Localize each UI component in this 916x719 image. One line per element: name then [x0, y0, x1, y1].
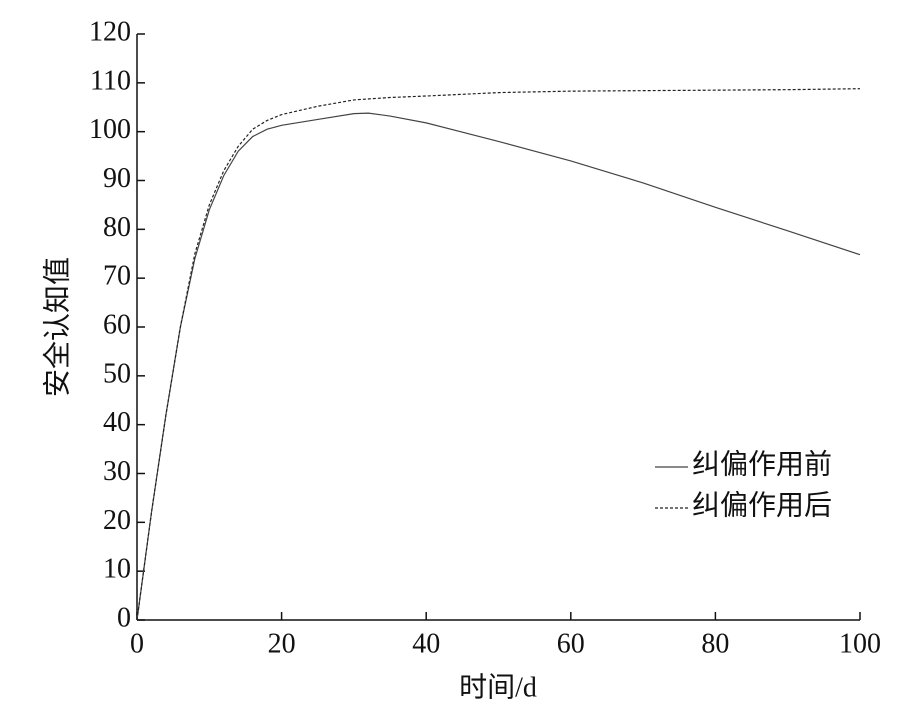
- y-tick-label: 40: [103, 407, 131, 438]
- x-axis-label: 时间/d: [459, 671, 537, 703]
- y-tick-label: 80: [103, 212, 131, 243]
- x-tick-label: 80: [701, 628, 729, 659]
- y-tick-label: 60: [103, 309, 131, 340]
- x-tick-label: 100: [839, 628, 881, 659]
- y-tick-label: 50: [103, 358, 131, 389]
- x-tick-label: 60: [557, 628, 585, 659]
- data-line: [136, 112, 861, 621]
- y-tick-label: 10: [103, 554, 131, 585]
- y-tick-label: 20: [103, 505, 131, 536]
- legend-label: 纠偏作用后: [692, 489, 832, 521]
- y-tick-label: 70: [103, 261, 131, 292]
- y-tick-label: 30: [103, 456, 131, 487]
- y-axis-label: 安全认知值: [41, 257, 73, 397]
- y-tick-label: 110: [90, 65, 131, 96]
- y-tick-label: 100: [89, 114, 131, 145]
- y-tick-label: 120: [89, 16, 131, 47]
- y-tick-label: 0: [117, 602, 131, 633]
- data-line: [136, 88, 861, 621]
- x-tick-label: 20: [268, 628, 296, 659]
- x-tick-label: 40: [412, 628, 440, 659]
- x-tick-label: 0: [130, 628, 144, 659]
- legend-label: 纠偏作用前: [692, 448, 832, 480]
- y-tick-label: 90: [103, 163, 131, 194]
